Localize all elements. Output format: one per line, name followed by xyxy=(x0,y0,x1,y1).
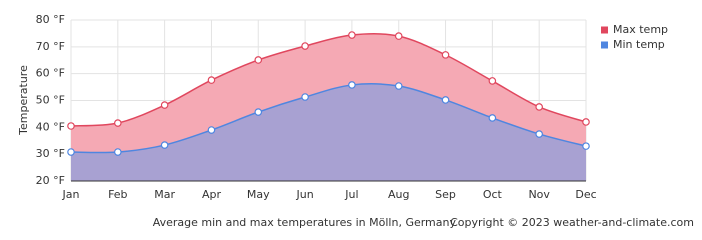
point xyxy=(207,76,216,84)
point xyxy=(254,108,263,116)
point xyxy=(348,31,356,39)
point xyxy=(301,42,309,50)
copyright: Copyright © 2023 weather-and-climate.com xyxy=(450,216,694,229)
point xyxy=(160,141,169,149)
point xyxy=(441,96,450,104)
area xyxy=(71,83,586,181)
point xyxy=(301,93,309,101)
x-tick-label: Jul xyxy=(344,188,358,201)
y-tick-label: 70 °F xyxy=(36,40,65,53)
point xyxy=(207,126,216,134)
caption: Average min and max temperatures in Möll… xyxy=(153,216,457,229)
point xyxy=(394,32,403,40)
y-tick-label: 40 °F xyxy=(36,120,65,133)
x-tick-label: Jun xyxy=(295,188,313,201)
x-tick-label: Dec xyxy=(575,188,596,201)
y-tick-label: 80 °F xyxy=(36,13,65,26)
x-tick-label: Mar xyxy=(154,188,175,201)
legend-swatch xyxy=(601,41,608,49)
point xyxy=(535,103,543,111)
y-axis-label: Temperature xyxy=(17,65,30,136)
y-tick-label: 30 °F xyxy=(36,147,65,160)
x-tick-label: Sep xyxy=(435,188,456,201)
point xyxy=(67,122,75,130)
point xyxy=(114,119,122,127)
point xyxy=(488,77,497,85)
point xyxy=(348,81,356,89)
point xyxy=(441,51,450,59)
x-tick-label: Aug xyxy=(388,188,409,201)
point xyxy=(535,130,543,138)
point xyxy=(488,114,497,122)
x-tick-label: Oct xyxy=(483,188,503,201)
x-tick-label: Nov xyxy=(528,188,550,201)
line xyxy=(70,83,587,154)
line xyxy=(70,32,587,127)
point xyxy=(114,148,122,156)
y-tick-label: 50 °F xyxy=(36,94,65,107)
point xyxy=(67,148,75,156)
x-tick-label: Feb xyxy=(108,188,127,201)
point xyxy=(254,56,263,64)
x-tick-label: Apr xyxy=(202,188,222,201)
x-tick-label: Jan xyxy=(62,188,80,201)
point xyxy=(582,142,590,150)
y-tick-label: 60 °F xyxy=(36,67,65,80)
x-tick-label: May xyxy=(247,188,270,201)
legend-label: Max temp xyxy=(613,23,668,36)
chart: Temperature Average min and max temperat… xyxy=(17,13,694,229)
point xyxy=(582,118,590,126)
point xyxy=(160,101,169,109)
point xyxy=(394,82,403,90)
legend-label: Min temp xyxy=(613,38,665,51)
legend-swatch xyxy=(601,26,608,34)
y-tick-label: 20 °F xyxy=(36,174,65,187)
